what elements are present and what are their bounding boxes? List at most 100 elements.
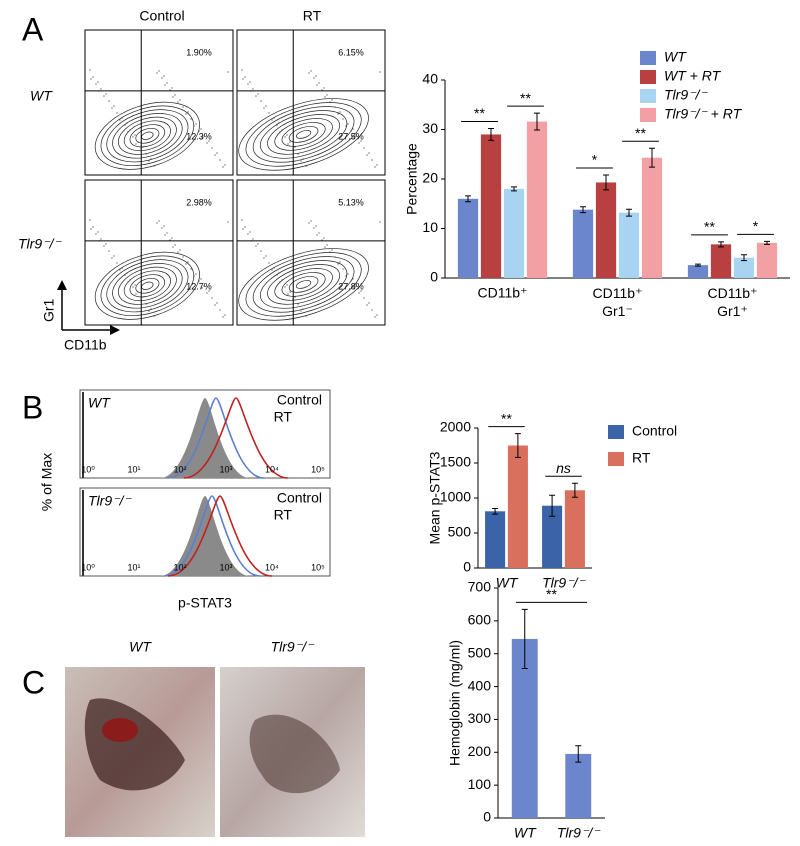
flow-dot [148,160,150,162]
hist-tick: 10¹ [127,464,140,474]
flow-dot [169,89,171,91]
flow-dot [339,261,341,263]
flow-dot [331,249,333,251]
panel-label: B [22,389,43,425]
flow-dot [268,112,270,114]
legend-label: Tlr9⁻/⁻ + RT [664,106,743,122]
flow-dot [208,140,210,142]
flow-dot [97,231,99,233]
x-tick-label: Tlr9⁻/⁻ [542,575,586,591]
hist-tick: 10¹ [127,562,140,572]
contour [94,251,200,320]
contour [94,101,200,170]
flow-dot [200,278,202,280]
flow-dot [135,143,137,145]
flow-dot [179,249,181,251]
flow-dot [108,250,110,252]
flow-dot [242,228,244,230]
flow-dot [95,83,97,85]
flow-dot [89,69,91,71]
y-tick-label: 400 [468,677,492,693]
histogram-fill [160,398,250,478]
significance: * [753,218,759,234]
flow-dot [132,136,134,138]
flow-dot [185,113,187,115]
y-tick-label: 1500 [440,454,471,470]
contour [106,259,189,313]
flow-dot [326,244,328,246]
flow-dot [300,310,302,312]
flow-dot [363,297,365,299]
flow-dot [308,222,310,224]
flow-dot [216,302,218,304]
flow-dot [158,70,160,72]
flow-dot [376,164,378,166]
y-label: Hemoglobin (mg/ml) [447,640,463,766]
significance: ** [704,219,715,235]
y-tick-label: 10 [422,219,438,235]
y-label: Mean p-STAT3 [427,451,443,544]
flow-dot [111,257,113,259]
flow-row: Tlr9⁻/⁻ [18,236,62,252]
flow-dot [111,107,113,109]
flow-dot [310,220,312,222]
hist-y-label: % of Max [39,453,55,511]
flow-dot [360,140,362,142]
bar [507,445,528,568]
contour [238,98,369,171]
flow-dot [368,302,370,304]
flow-dot [158,220,160,222]
flow-dot [289,141,291,143]
error-bar [764,240,770,245]
flow-dot [172,246,174,248]
flow-dot [156,72,158,74]
flow-dot [211,297,213,299]
percentage: 6.15% [338,48,364,58]
flow-dot [347,123,349,125]
flow-dot [268,262,270,264]
percentage: 5.13% [338,198,364,208]
flow-dot [252,238,254,240]
significance: * [592,152,598,168]
legend-swatch [640,108,656,122]
flow-dot [326,94,328,96]
flow-dot [119,269,121,271]
x-tick-label: CD11b⁺ Gr1⁺ [708,285,758,319]
significance: ** [520,90,531,106]
flow-dot [374,316,376,318]
flow-dot [324,96,326,98]
flow-dot [265,255,267,257]
y-tick-label: 300 [468,710,492,726]
bar [542,505,563,568]
significance: ** [546,586,557,602]
percentage: 27.5% [338,132,364,142]
hist-tick: 10⁵ [311,562,325,572]
x-tick-label: CD11b⁺ Gr1⁻ [593,285,643,319]
hist-legend: Control [277,392,322,408]
flow-dot [113,105,115,107]
contour [100,255,195,316]
flow-dot [244,226,246,228]
flow-dot [363,147,365,149]
error-bar [492,508,499,515]
flow-dot [379,221,381,223]
flow-dot [241,219,243,221]
contour [267,264,340,305]
y-tick-label: 500 [468,644,492,660]
flow-dot [257,93,259,95]
y-tick-label: 700 [468,579,492,595]
hist-tick: 10² [173,562,186,572]
hist-legend: RT [274,507,293,523]
error-bar [580,206,586,214]
flow-dot [105,93,107,95]
contour [296,130,312,139]
histogram-line [167,495,273,577]
flow-dot [97,81,99,83]
y-tick-label: 0 [430,269,438,285]
flow-dot [224,314,226,316]
flow-dot [376,314,378,316]
legend-label: Tlr9⁻/⁻ [664,87,708,103]
y-tick-label: 600 [468,612,492,628]
flow-dot [371,159,373,161]
